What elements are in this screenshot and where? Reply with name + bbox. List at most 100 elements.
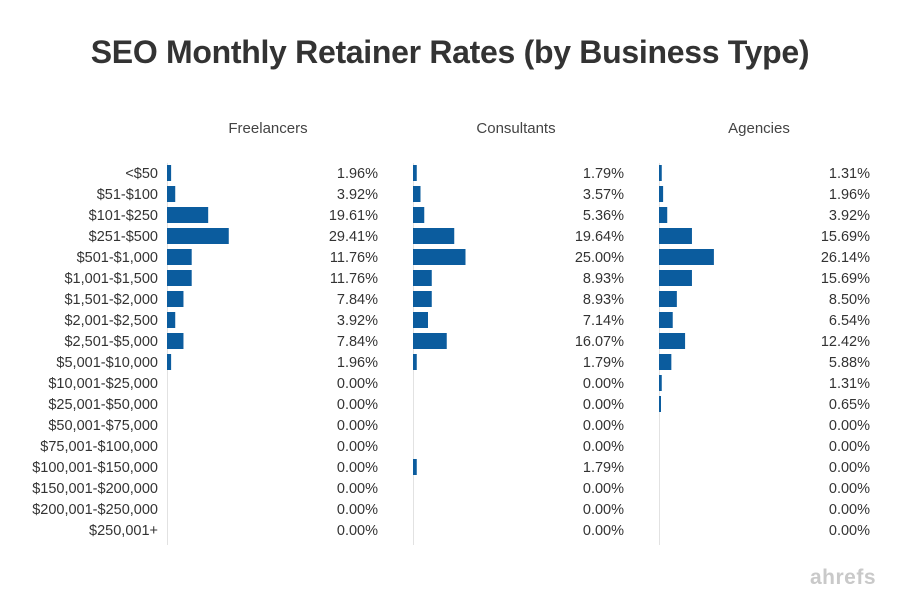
value-label: 1.96% [337, 355, 378, 371]
bar [659, 333, 686, 349]
value-label: 1.31% [829, 376, 870, 392]
bar [659, 228, 692, 244]
bar [413, 333, 447, 349]
value-label: 0.00% [583, 397, 624, 413]
ahrefs-logo: ahrefs [809, 566, 876, 589]
bar [413, 354, 417, 370]
bar [167, 354, 172, 370]
value-label: 7.84% [337, 334, 378, 350]
bar [413, 249, 466, 265]
bar [659, 375, 662, 391]
category-label: $2,501-$5,000 [64, 334, 158, 350]
bar [413, 459, 417, 475]
bar [413, 270, 432, 286]
value-label: 0.00% [337, 376, 378, 392]
value-label: 0.00% [583, 523, 624, 539]
bar [659, 207, 668, 223]
value-label: 0.00% [829, 460, 870, 476]
value-label: 0.00% [337, 481, 378, 497]
value-label: 3.57% [583, 187, 624, 203]
value-label: 0.00% [337, 418, 378, 434]
category-label: $51-$100 [97, 187, 158, 203]
value-label: 19.61% [329, 208, 378, 224]
value-label: 0.00% [337, 397, 378, 413]
bar [167, 165, 172, 181]
value-label: 0.00% [583, 439, 624, 455]
category-label: $25,001-$50,000 [48, 397, 158, 413]
value-label: 15.69% [821, 271, 870, 287]
bar [167, 249, 192, 265]
value-label: 7.14% [583, 313, 624, 329]
value-label: 12.42% [821, 334, 870, 350]
category-label: $101-$250 [89, 208, 158, 224]
category-label: $200,001-$250,000 [32, 502, 158, 518]
value-label: 3.92% [829, 208, 870, 224]
value-label: 8.50% [829, 292, 870, 308]
bar [167, 270, 192, 286]
value-label: 0.65% [829, 397, 870, 413]
series-heading: Consultants [476, 120, 555, 137]
value-label: 0.00% [829, 502, 870, 518]
value-label: 7.84% [337, 292, 378, 308]
bar [659, 270, 692, 286]
bar [167, 291, 184, 307]
value-label: 1.79% [583, 166, 624, 182]
bar [413, 291, 432, 307]
value-label: 1.79% [583, 460, 624, 476]
category-label: $10,001-$25,000 [48, 376, 158, 392]
value-label: 0.00% [829, 439, 870, 455]
category-label: $5,001-$10,000 [56, 355, 158, 371]
bar [659, 165, 662, 181]
bar [659, 186, 664, 202]
value-label: 3.92% [337, 187, 378, 203]
value-label: 19.64% [575, 229, 624, 245]
value-label: 0.00% [583, 418, 624, 434]
value-label: 0.00% [337, 502, 378, 518]
value-label: 0.00% [337, 439, 378, 455]
category-label: $250,001+ [89, 523, 158, 539]
value-label: 0.00% [829, 481, 870, 497]
value-label: 1.96% [337, 166, 378, 182]
value-label: 16.07% [575, 334, 624, 350]
bar [413, 207, 425, 223]
value-label: 11.76% [330, 250, 378, 266]
bar [659, 396, 661, 412]
value-label: 8.93% [583, 292, 624, 308]
value-label: 15.69% [821, 229, 870, 245]
bar [659, 354, 672, 370]
value-label: 5.36% [583, 208, 624, 224]
category-label: $75,001-$100,000 [40, 439, 158, 455]
series-heading: Freelancers [228, 120, 307, 137]
value-label: 1.96% [829, 187, 870, 203]
category-label: $2,001-$2,500 [64, 313, 158, 329]
category-label: $100,001-$150,000 [32, 460, 158, 476]
value-label: 25.00% [575, 250, 624, 266]
value-label: 0.00% [829, 418, 870, 434]
category-label: $1,001-$1,500 [64, 271, 158, 287]
value-label: 0.00% [583, 376, 624, 392]
value-label: 6.54% [829, 313, 870, 329]
value-label: 29.41% [329, 229, 378, 245]
value-label: 0.00% [337, 523, 378, 539]
bar [659, 291, 677, 307]
bar [413, 228, 455, 244]
bar [167, 207, 209, 223]
bar [413, 312, 428, 328]
value-label: 3.92% [337, 313, 378, 329]
value-label: 0.00% [337, 460, 378, 476]
bar [659, 249, 714, 265]
category-label: $50,001-$75,000 [48, 418, 158, 434]
value-label: 11.76% [330, 271, 378, 287]
value-label: 1.79% [583, 355, 624, 371]
bar [659, 312, 673, 328]
bar [413, 186, 421, 202]
series-heading: Agencies [728, 120, 790, 137]
chart-title: SEO Monthly Retainer Rates (by Business … [90, 34, 810, 70]
value-label: 0.00% [583, 502, 624, 518]
bar [167, 228, 229, 244]
value-label: 8.93% [583, 271, 624, 287]
category-label: <$50 [125, 166, 158, 182]
value-label: 0.00% [829, 523, 870, 539]
category-label: $251-$500 [89, 229, 158, 245]
